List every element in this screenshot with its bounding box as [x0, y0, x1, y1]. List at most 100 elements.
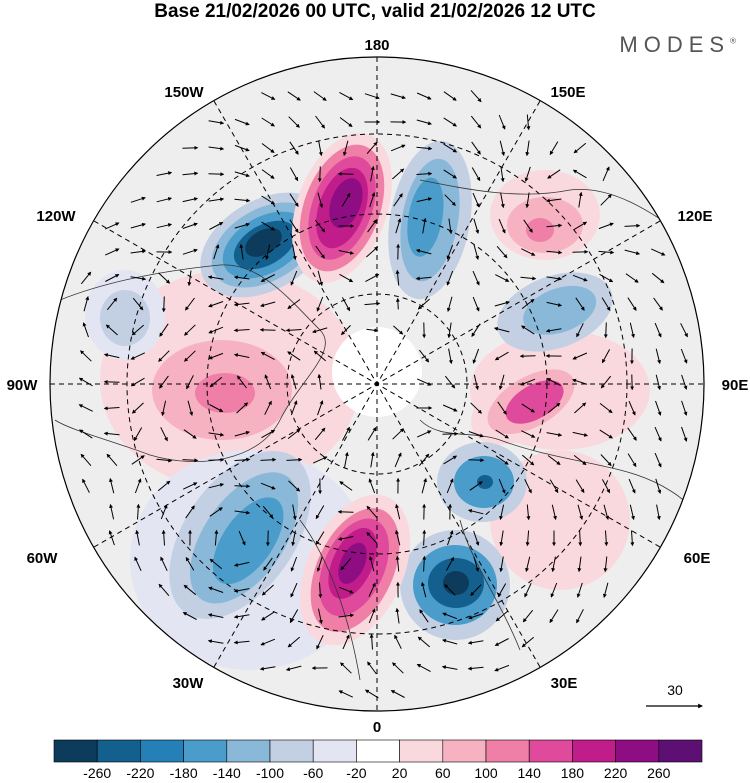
wind-vector-arrow — [287, 428, 301, 439]
wind-vector-arrow — [525, 556, 531, 573]
wind-vector-arrow — [317, 166, 322, 183]
wind-vector-arrow — [80, 350, 92, 362]
wind-vector-arrow — [415, 248, 432, 255]
wind-vector-arrow — [497, 583, 507, 598]
wind-vector-arrow — [599, 273, 614, 283]
wind-vector-arrow — [494, 664, 510, 672]
colorbar-tick-label: -100 — [256, 765, 284, 781]
wind-vector-arrow — [416, 146, 433, 151]
wind-vector-arrow — [655, 400, 662, 416]
wind-vector-arrow — [524, 478, 532, 494]
wind-vector-arrow — [342, 426, 350, 441]
wind-vector-arrow — [442, 431, 459, 436]
wind-vector-arrow — [78, 377, 93, 387]
wind-vector-arrow — [444, 194, 456, 206]
wind-vector-arrow — [261, 169, 275, 179]
colorbar-swatch — [269, 739, 314, 763]
wind-vector-arrow — [208, 301, 224, 308]
wind-vector-arrow — [576, 323, 584, 338]
wind-vector-arrow — [681, 374, 688, 390]
wind-vector-arrow — [208, 146, 225, 151]
wind-vector-arrow — [131, 324, 145, 336]
reference-vector-label: 30 — [667, 682, 683, 698]
wind-vector-arrow — [109, 477, 115, 494]
wind-vector-arrow — [498, 114, 506, 130]
wind-vector-arrow — [312, 456, 328, 464]
wind-vector-arrow — [209, 507, 223, 517]
wind-vector-arrow — [392, 428, 404, 440]
lon-label-120w: 120W — [36, 208, 76, 225]
wind-vector-arrow — [446, 270, 454, 286]
wind-vector-arrow — [417, 298, 430, 310]
anomaly-field — [85, 133, 650, 670]
wind-vector-arrow — [105, 274, 120, 282]
colorbar-tick-label: 260 — [647, 765, 671, 781]
wind-vector-arrow — [156, 223, 173, 229]
wind-vector-arrow — [520, 378, 536, 386]
wind-vector-arrow — [417, 636, 431, 648]
wind-vector-arrow — [500, 166, 505, 183]
wind-vector-arrow — [364, 93, 380, 100]
wind-vector-arrow — [208, 483, 225, 489]
wind-vector-arrow — [260, 351, 275, 361]
wind-vector-arrow — [233, 353, 250, 358]
wind-vector-arrow — [288, 480, 301, 492]
lon-label-60e: 60E — [684, 550, 711, 567]
wind-vector-arrow — [366, 328, 379, 333]
wind-vector-arrow — [159, 375, 169, 389]
wind-vector-arrow — [339, 91, 354, 101]
colorbar-tick-label: -260 — [83, 765, 111, 781]
lon-label-30w: 30W — [173, 675, 205, 692]
wind-vector-arrow — [131, 402, 144, 414]
wind-vector-arrow — [130, 276, 147, 281]
colorbar-tick-label: -60 — [303, 765, 323, 781]
wind-vector-arrow — [290, 556, 298, 572]
anomaly-magenta-high-ural — [471, 355, 589, 445]
wind-vector-arrow — [370, 451, 375, 468]
wind-vector-arrow — [78, 404, 93, 412]
wind-vector-arrow — [499, 140, 505, 157]
colorbar-swatch — [53, 739, 98, 763]
wind-vector-arrow — [494, 300, 510, 307]
wind-vector-arrow — [182, 171, 199, 176]
wind-vector-arrow — [82, 478, 90, 493]
wind-vector-arrow — [261, 195, 276, 205]
wind-vector-arrow — [600, 454, 612, 467]
wind-vector-arrow — [628, 478, 636, 494]
colorbar-tick-label: -220 — [126, 765, 154, 781]
wind-vector-arrow — [546, 250, 563, 255]
wind-vector-arrow — [602, 582, 609, 598]
wind-vector-arrow — [471, 167, 481, 182]
wind-vector-arrow — [499, 556, 504, 573]
wind-vector-arrow — [134, 478, 142, 494]
wind-vector-arrow — [525, 140, 530, 157]
wind-vector-arrow — [655, 374, 661, 391]
wind-vector-arrow — [395, 607, 400, 624]
wind-vector-arrow — [312, 327, 328, 334]
wind-vector-arrow — [341, 192, 351, 207]
wind-vector-arrow — [313, 91, 327, 101]
wind-vector-arrow — [263, 557, 273, 571]
lon-label-120e: 120E — [677, 208, 712, 225]
wind-vector-arrow — [208, 586, 224, 593]
wind-vector-arrow — [546, 276, 563, 281]
wind-vector-arrow — [524, 166, 531, 182]
wind-vector-arrow — [314, 219, 326, 233]
colorbar-tick-label: -140 — [213, 765, 241, 781]
wind-vector-arrow — [599, 429, 613, 439]
wind-vector-arrow — [160, 427, 168, 442]
wind-vector-arrow — [526, 504, 531, 521]
colorbar-tick-label: -20 — [346, 765, 366, 781]
wind-vector-arrow — [208, 432, 225, 437]
wind-vector-arrow — [546, 301, 563, 307]
wind-vector-arrow — [603, 322, 608, 339]
wind-vector-arrow — [285, 665, 302, 672]
wind-vector-arrow — [234, 222, 250, 229]
anomaly-blue-low-europe — [400, 530, 510, 640]
wind-vector-arrow — [130, 222, 146, 229]
wind-vector-arrow — [368, 555, 375, 572]
wind-vector-arrow — [209, 558, 223, 570]
wind-vector-arrow — [238, 530, 246, 546]
wind-vector-arrow — [521, 325, 535, 335]
colorbar: -260 -220 -180 -140 -100 -60 -20 20 60 100 140 180 2… — [53, 739, 703, 781]
